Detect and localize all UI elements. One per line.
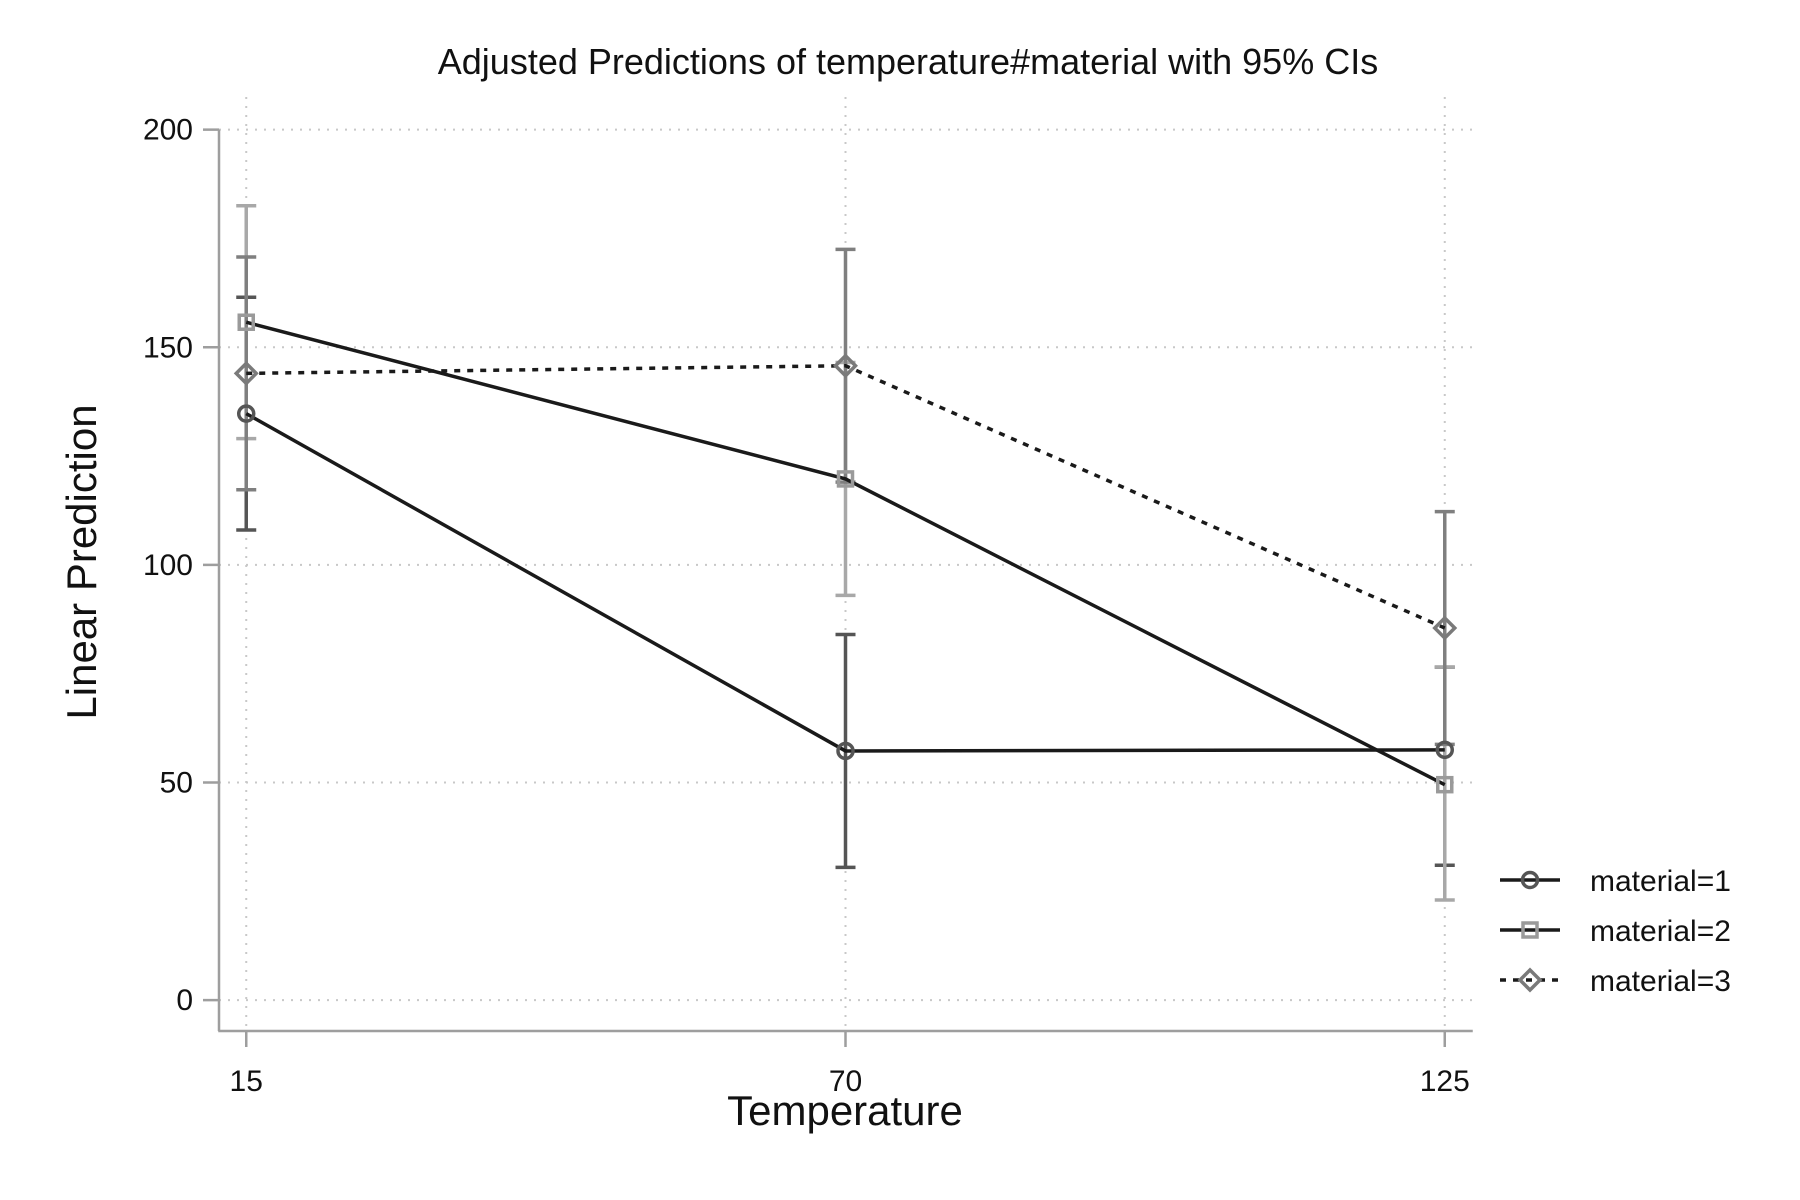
series-2-line xyxy=(245,320,1446,787)
y-tick-label: 100 xyxy=(143,549,193,582)
axis-layer: 0 50 100 150 200 15 70 125 xyxy=(143,114,1473,1098)
series-1-point xyxy=(1435,740,1455,760)
x-tick-label: 70 xyxy=(829,1065,862,1098)
legend-label: material=3 xyxy=(1590,965,1731,998)
y-tick-label: 50 xyxy=(160,767,193,800)
series-1-line xyxy=(245,412,1445,753)
series-3-point xyxy=(833,353,858,379)
legend-item-3: material=3 xyxy=(1500,965,1731,998)
y-tick-label: 0 xyxy=(176,984,193,1017)
ci-layer xyxy=(236,204,1455,902)
line-layer xyxy=(245,320,1446,787)
series-3-point xyxy=(1432,615,1458,641)
legend-item-2: material=2 xyxy=(1500,915,1731,948)
x-tick-label: 15 xyxy=(230,1065,263,1098)
legend-marker xyxy=(1521,921,1539,939)
grid-layer xyxy=(219,97,1472,1031)
series-2-point xyxy=(1436,775,1454,794)
y-tick-label: 150 xyxy=(143,331,193,364)
x-tick-label: 125 xyxy=(1420,1065,1470,1098)
series-1-point xyxy=(836,741,855,761)
series-2-point xyxy=(836,470,855,488)
legend-label: material=1 xyxy=(1590,865,1731,898)
y-axis-title: Linear Prediction xyxy=(58,404,105,719)
y-tick-label: 200 xyxy=(143,114,193,147)
legend: material=1 material=2 material=3 xyxy=(1500,865,1731,998)
legend-marker xyxy=(1520,870,1540,890)
legend-marker xyxy=(1517,967,1543,993)
chart-title: Adjusted Predictions of temperature#mate… xyxy=(438,41,1378,82)
series-1-point xyxy=(236,404,256,423)
legend-item-1: material=1 xyxy=(1500,865,1731,898)
series-2-point xyxy=(237,313,255,331)
series-3-line xyxy=(246,364,1446,630)
legend-label: material=2 xyxy=(1590,915,1731,948)
x-axis-title: Temperature xyxy=(727,1087,963,1134)
series-3-point xyxy=(233,360,259,386)
marker-layer xyxy=(233,313,1458,794)
